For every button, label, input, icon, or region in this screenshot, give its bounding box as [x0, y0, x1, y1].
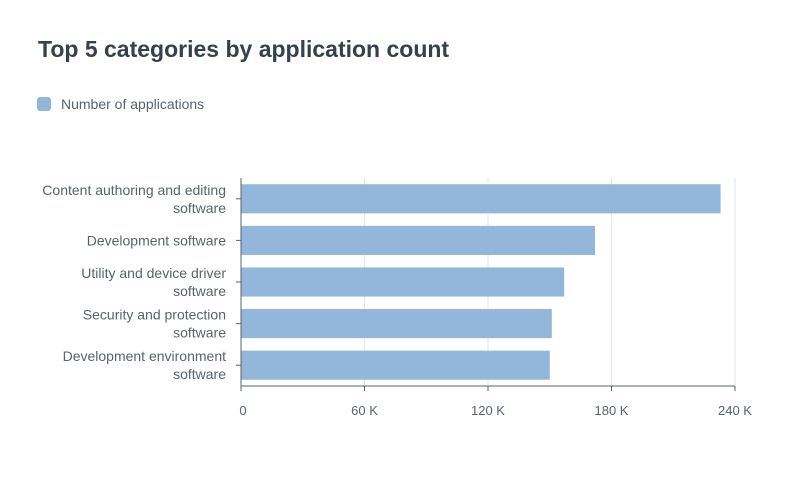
x-tick-label: 180 K — [595, 403, 629, 418]
bar[interactable] — [241, 267, 565, 297]
legend-swatch — [37, 97, 51, 111]
bar[interactable] — [241, 309, 552, 339]
chart-title: Top 5 categories by application count — [38, 36, 450, 62]
category-label: Development software — [87, 232, 227, 248]
x-tick-label: 0 — [239, 403, 246, 418]
x-tick-label: 240 K — [718, 403, 752, 418]
x-tick-label: 60 K — [351, 403, 378, 418]
category-label: Development environment software — [63, 348, 227, 382]
category-label: Security and protection software — [83, 307, 226, 341]
legend-label: Number of applications — [61, 96, 205, 112]
x-tick-label: 120 K — [471, 403, 505, 418]
category-label: Utility and device driver software — [81, 265, 226, 299]
bar[interactable] — [241, 225, 596, 255]
chart-legend[interactable]: Number of applications — [37, 96, 204, 112]
bar[interactable] — [241, 350, 550, 380]
category-label: Content authoring and editing software — [42, 182, 226, 216]
bar[interactable] — [241, 184, 721, 214]
